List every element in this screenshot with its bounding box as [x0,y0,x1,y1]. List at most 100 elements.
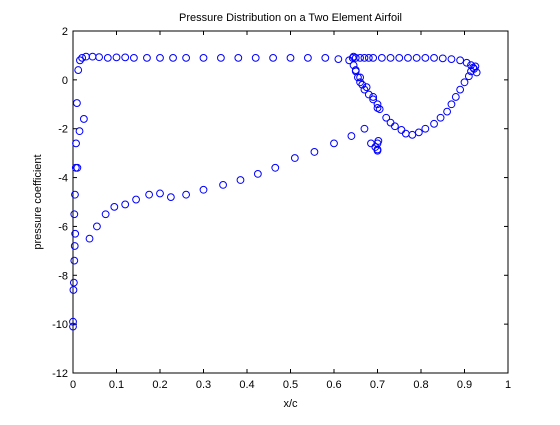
data-point [373,100,382,109]
data-point [436,113,445,122]
data-point [321,53,330,62]
data-point [71,229,80,238]
chart-title: Pressure Distribution on a Two Element A… [179,12,402,24]
data-point [182,53,191,62]
data-point [377,53,386,62]
data-point [253,170,262,178]
data-point [430,119,438,128]
data-point [356,78,365,87]
y-tick-label: 2 [62,26,68,38]
y-tick-label: -10 [52,319,68,331]
data-point [356,73,365,82]
data-point [421,124,430,133]
data-point [75,127,84,136]
data-point [464,72,473,81]
data-point [70,256,79,265]
x-axis-ticks: 0 0.1 0.2 0.3 0.4 0.5 0.6 0.7 0.8 0.9 1 [70,31,511,391]
data-point [438,54,447,63]
x-tick-label: 0.9 [457,379,472,391]
data-point [369,53,378,62]
y-axis-title: pressure coefficient [32,154,44,249]
data-point [95,53,103,62]
y-tick-label: 0 [62,75,68,87]
data-point [73,99,81,107]
x-tick-label: 0.6 [326,379,341,391]
data-point [269,53,278,62]
data-point [348,53,357,62]
y-axis-ticks: 2 0 -2 -4 -6 -8 -10 -12 [52,26,508,380]
data-point [334,55,343,63]
data-point [369,95,378,104]
data-point [101,210,110,219]
data-point [373,146,382,155]
data-point [130,53,138,62]
data-point [360,85,369,94]
data-point [121,200,130,209]
data-point [456,85,465,94]
data-point [443,107,452,116]
data-point [76,56,84,65]
data-point [330,139,338,148]
x-tick-label: 0.4 [239,379,254,391]
data-point [354,73,362,82]
data-point [82,52,90,61]
data-point [460,78,469,87]
data-point [310,148,319,156]
data-point [414,128,423,137]
data-point [304,53,312,62]
data-point [88,52,97,61]
data-point [69,278,78,287]
data-point [199,185,208,194]
data-point [382,113,391,122]
data-point [356,53,365,62]
data-point [360,124,369,133]
y-tick-label: -6 [58,221,68,233]
data-point [412,53,421,62]
data-point [362,83,371,92]
data-point [132,195,140,204]
data-point [404,53,412,62]
data-point [421,53,430,62]
data-point [360,53,369,62]
data-point [143,53,151,62]
data-point [408,130,417,139]
x-tick-label: 0.1 [109,379,124,391]
data-point [471,62,480,71]
data-point [271,163,280,172]
data-point [364,90,373,99]
data-point [182,190,191,199]
data-point [373,139,382,148]
data-point [70,242,79,250]
data-point [72,139,80,148]
data-points [69,52,481,331]
x-tick-label: 0.8 [413,379,428,391]
y-tick-label: -4 [58,173,68,185]
data-point [401,129,410,138]
x-tick-label: 1 [505,379,511,391]
data-point [166,193,175,202]
x-tick-label: 0.5 [283,379,298,391]
x-axis-title: x/c [283,398,298,410]
data-point [69,286,78,294]
data-point [347,132,356,140]
y-tick-label: -8 [58,270,68,282]
x-tick-label: 0 [70,379,76,391]
data-point [79,115,88,123]
data-point [69,317,77,326]
data-point [251,53,260,62]
data-point [364,53,373,62]
data-point [367,139,375,148]
data-point [369,93,378,101]
data-point [121,53,130,62]
data-point [386,53,395,62]
data-point [447,55,456,63]
data-point [70,210,79,219]
data-point [169,53,177,62]
data-point [156,53,164,62]
data-point [451,93,460,101]
data-point [145,190,154,199]
data-point [217,53,225,62]
data-point [110,202,119,211]
